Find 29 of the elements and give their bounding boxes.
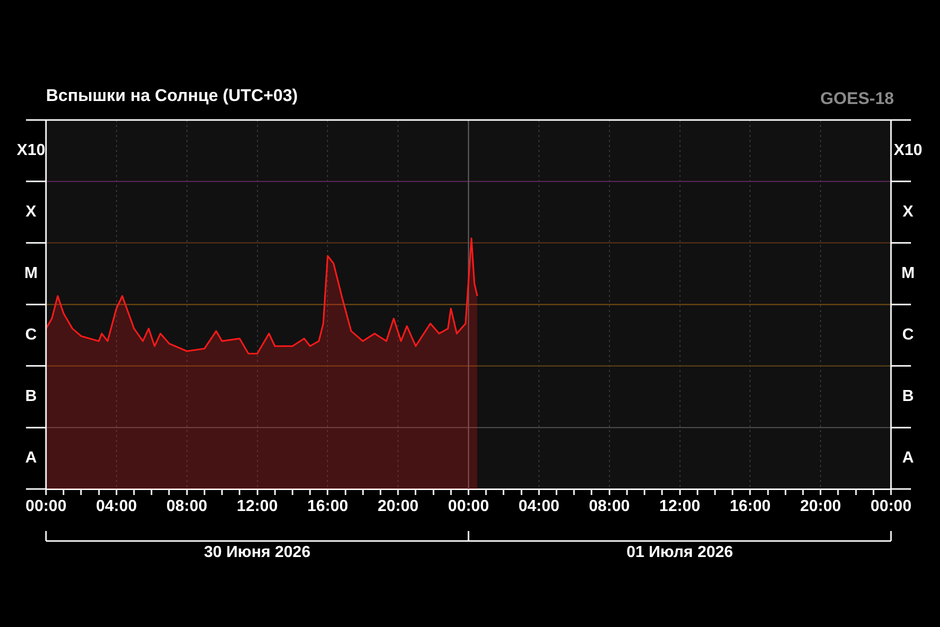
x-tick-label: 12:00 — [236, 498, 278, 516]
text: C — [25, 326, 38, 344]
x-tick-label: 00:00 — [448, 498, 490, 516]
x-tick-label: 20:00 — [800, 498, 842, 516]
text: X — [902, 204, 914, 221]
text: C — [902, 326, 914, 344]
text: B — [902, 388, 914, 406]
text: B — [25, 388, 37, 406]
text: M — [901, 265, 915, 282]
x2-tick-label: 30 Июня 2026 — [204, 544, 311, 562]
text: A — [25, 450, 38, 467]
x-tick-label: 16:00 — [730, 498, 771, 516]
x-tick-label: 08:00 — [166, 498, 208, 516]
x-tick-label: 08:00 — [588, 498, 630, 516]
text: X10 — [894, 142, 922, 160]
x-tick-label: 00:00 — [870, 498, 912, 516]
text: GOES-18 — [820, 89, 894, 109]
x-tick-label: 04:00 — [96, 498, 137, 516]
text: X10 — [16, 142, 46, 160]
text: A — [902, 450, 914, 467]
text: X — [26, 204, 37, 221]
x-tick-label: 20:00 — [378, 498, 419, 516]
x-tick-label: 16:00 — [307, 498, 348, 516]
x-tick-label: 00:00 — [26, 498, 67, 516]
chart-title: Вспышки на Солнце (UTC+03) — [46, 86, 298, 106]
x2-tick-label: 01 Июля 2026 — [626, 544, 734, 562]
x-tick-label: 12:00 — [659, 498, 700, 516]
x-tick-label: 04:00 — [518, 498, 560, 516]
text: M — [24, 265, 38, 282]
